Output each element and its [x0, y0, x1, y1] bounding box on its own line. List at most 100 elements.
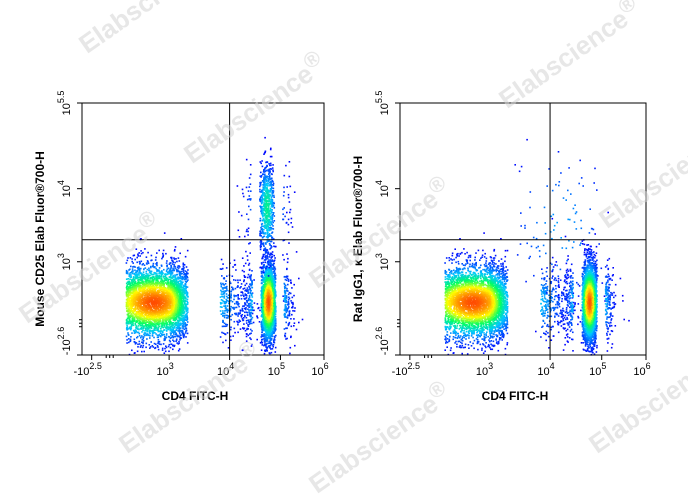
data-point — [274, 336, 276, 338]
data-point — [295, 328, 298, 331]
data-point — [140, 282, 143, 284]
data-point — [176, 278, 178, 280]
data-point — [220, 258, 223, 261]
data-point — [259, 232, 262, 234]
data-point — [269, 265, 272, 267]
data-point — [220, 313, 223, 315]
data-point — [140, 324, 142, 327]
data-point — [274, 318, 276, 321]
data-point — [184, 297, 187, 300]
data-point — [273, 266, 275, 268]
data-point — [223, 316, 226, 319]
data-point — [260, 241, 263, 244]
data-point — [145, 319, 147, 322]
data-point — [149, 270, 151, 273]
data-point — [135, 248, 138, 250]
data-point — [265, 203, 268, 205]
data-point — [289, 292, 292, 295]
data-point — [181, 291, 183, 293]
data-point — [247, 291, 250, 293]
data-point — [161, 333, 163, 335]
data-point — [162, 319, 164, 322]
data-point — [260, 205, 263, 208]
data-point — [273, 307, 276, 309]
data-point — [260, 181, 262, 184]
data-point — [139, 346, 142, 348]
data-point — [130, 265, 132, 268]
data-point — [266, 254, 268, 257]
data-point — [180, 304, 183, 307]
data-point — [269, 164, 271, 167]
data-point — [162, 282, 164, 284]
data-point — [270, 343, 272, 346]
data-point — [273, 196, 275, 198]
data-point — [286, 287, 288, 290]
data-point — [263, 248, 266, 250]
data-point — [272, 228, 275, 230]
data-point — [263, 324, 266, 326]
data-point — [261, 308, 264, 311]
data-point — [137, 317, 140, 319]
data-point — [128, 299, 130, 302]
data-point — [171, 277, 173, 280]
data-point — [247, 305, 250, 307]
data-point — [225, 280, 227, 282]
data-point — [138, 343, 141, 345]
data-point — [266, 196, 268, 198]
data-point — [267, 178, 269, 180]
data-point — [182, 265, 185, 267]
data-point — [164, 276, 166, 278]
data-point — [167, 287, 169, 290]
data-point — [290, 325, 293, 328]
data-point — [262, 232, 265, 235]
data-point — [176, 296, 178, 299]
data-point — [173, 330, 176, 332]
data-point — [268, 170, 270, 172]
data-point — [263, 195, 265, 197]
data-point — [264, 183, 267, 185]
data-point — [270, 164, 272, 167]
data-point — [293, 322, 296, 324]
data-point — [268, 340, 270, 343]
data-point — [247, 190, 250, 192]
data-point — [248, 309, 250, 311]
data-point — [181, 298, 184, 300]
data-point — [286, 308, 289, 311]
data-point — [288, 201, 291, 203]
data-point — [182, 335, 185, 337]
data-point — [222, 319, 224, 322]
data-point — [125, 321, 128, 323]
data-point — [263, 325, 265, 328]
data-point — [240, 294, 242, 297]
data-point — [128, 315, 130, 317]
data-point — [262, 326, 264, 329]
data-point — [240, 214, 243, 217]
data-point — [267, 327, 269, 329]
data-point — [266, 347, 268, 350]
data-point — [160, 286, 162, 288]
data-point — [139, 288, 142, 291]
data-point — [262, 286, 264, 289]
data-point — [185, 289, 187, 291]
data-point — [285, 164, 287, 167]
data-point — [177, 330, 179, 332]
data-point — [286, 261, 289, 264]
data-point — [269, 269, 271, 272]
data-point — [174, 274, 176, 276]
data-point — [241, 307, 244, 310]
data-point — [273, 287, 276, 289]
data-point — [271, 260, 273, 262]
data-point — [287, 223, 290, 226]
data-point — [266, 161, 268, 163]
data-point — [174, 275, 177, 277]
data-point — [141, 278, 143, 281]
data-point — [167, 286, 169, 289]
data-point — [263, 185, 266, 188]
data-point — [262, 267, 264, 270]
data-point — [235, 312, 237, 315]
data-point — [143, 332, 146, 334]
data-point — [186, 309, 188, 312]
data-point — [223, 284, 225, 286]
data-point — [250, 284, 252, 287]
data-point — [271, 217, 274, 219]
